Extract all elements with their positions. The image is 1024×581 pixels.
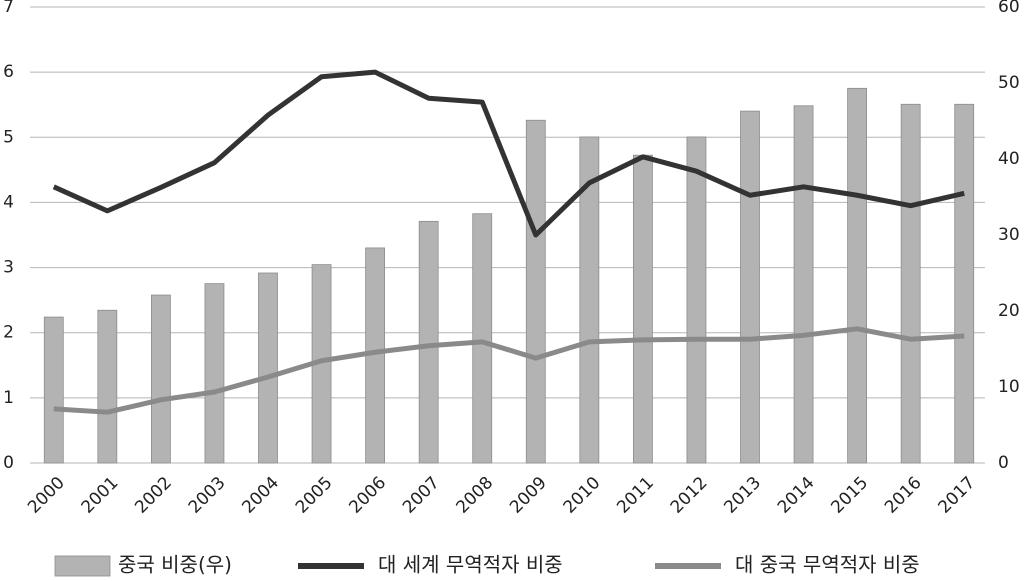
bar	[472, 213, 493, 464]
x-tick-label: 2007	[399, 473, 444, 518]
legend-label: 대 세계 무역적자 비중	[378, 553, 563, 577]
bar	[847, 87, 868, 464]
y-tick-label: 4	[3, 192, 14, 212]
bar	[258, 272, 278, 464]
y2-tick-label: 10	[998, 377, 1020, 397]
bar	[204, 283, 225, 464]
x-tick-label: 2015	[827, 473, 872, 518]
y-tick-label: 7	[3, 0, 14, 17]
y2-tick-label: 40	[998, 149, 1020, 169]
y-tick-label: 0	[3, 453, 14, 473]
x-tick-label: 2001	[78, 473, 123, 518]
x-tick-label: 2011	[613, 473, 658, 518]
bar	[686, 136, 707, 464]
x-tick-label: 2002	[131, 473, 176, 518]
y-tick-label: 2	[3, 323, 14, 343]
bar	[97, 309, 118, 464]
x-tick-label: 2013	[720, 473, 765, 518]
x-tick-label: 2006	[345, 473, 390, 518]
bar	[43, 316, 64, 464]
legend-swatch	[54, 555, 111, 577]
legend-label: 중국 비중(우)	[118, 553, 232, 577]
bar	[632, 154, 653, 464]
bar	[525, 119, 546, 464]
line	[52, 69, 965, 238]
bar	[900, 103, 921, 464]
y-tick-label: 3	[3, 258, 14, 278]
y2-tick-label: 20	[998, 301, 1020, 321]
x-tick-label: 2004	[238, 473, 283, 518]
bar	[954, 103, 975, 464]
y-tick-label: 5	[3, 127, 14, 147]
line	[53, 326, 965, 415]
y-tick-label: 6	[3, 62, 14, 82]
y2-tick-label: 0	[998, 453, 1009, 473]
bar	[579, 136, 600, 464]
y-tick-label: 1	[3, 388, 14, 408]
legend-label: 대 중국 무역적자 비중	[735, 553, 920, 577]
y2-tick-label: 50	[998, 73, 1020, 93]
x-tick-label: 2009	[506, 473, 551, 518]
x-tick-label: 2003	[185, 473, 230, 518]
x-tick-label: 2017	[935, 473, 980, 518]
y2-tick-label: 30	[998, 225, 1020, 245]
x-tick-label: 2000	[24, 473, 69, 518]
x-tick-label: 2008	[453, 473, 498, 518]
bar	[740, 110, 760, 464]
y2-tick-label: 60	[998, 0, 1020, 17]
bar	[150, 294, 171, 464]
x-tick-label: 2016	[881, 473, 926, 518]
x-tick-label: 2005	[292, 473, 337, 518]
x-tick-label: 2012	[667, 473, 712, 518]
x-tick-label: 2010	[560, 473, 605, 518]
x-tick-label: 2014	[774, 473, 819, 518]
bar	[418, 220, 439, 464]
bar	[793, 105, 814, 464]
